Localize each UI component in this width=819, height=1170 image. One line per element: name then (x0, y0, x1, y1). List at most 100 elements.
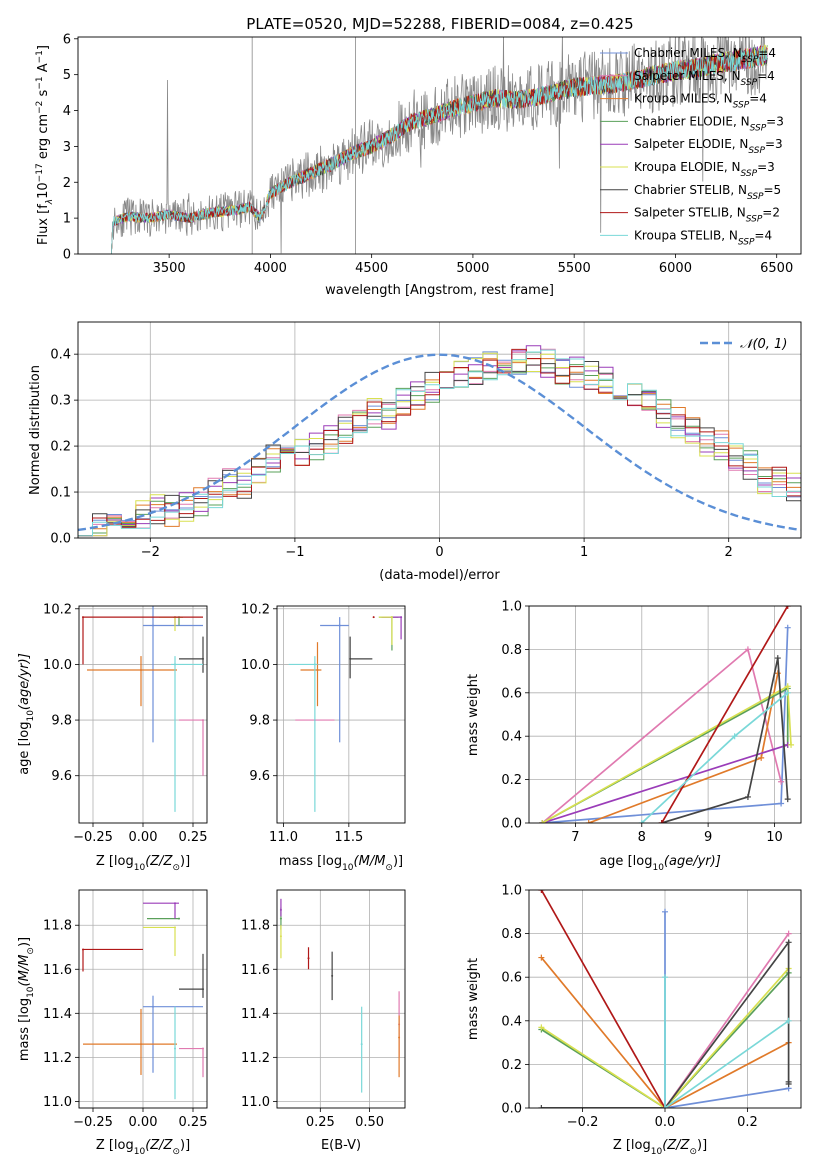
weight-marker (538, 954, 545, 961)
label-part: Salpeter STELIB, N (634, 206, 746, 220)
label-part: SSP (741, 169, 758, 179)
label-part: ⊙ (172, 863, 180, 873)
weight-marker (784, 624, 791, 631)
weight-marker (744, 646, 751, 653)
y-axis-label: mass weight (466, 958, 481, 1040)
label-part: Chabrier STELIB, N (634, 183, 747, 197)
y-tick-label: 11.8 (43, 919, 72, 934)
label-part: mass [log (279, 854, 342, 869)
age-vs-mass-axes: 11.0 11.5 9.6 9.8 10.0 10.2 mass [log10(M/M⊙)] (241, 602, 406, 873)
x-tick-label: 7 (571, 830, 579, 845)
x-tick-label: −0.25 (73, 830, 113, 845)
plot-area (78, 345, 801, 538)
label-part: ] (36, 45, 51, 50)
y-tick-label: 3 (63, 140, 71, 155)
label-part: SSP (741, 78, 758, 88)
label-part: 10 (26, 710, 36, 722)
y-tick-label: 1.0 (501, 884, 522, 899)
data-point (178, 917, 180, 920)
label-part: ⊙ (172, 1147, 180, 1157)
axes-frame (77, 321, 802, 539)
y-tick-label: 0.2 (501, 1058, 522, 1073)
data-point (313, 663, 316, 666)
weight-marker (585, 820, 592, 823)
weight-marker (539, 820, 546, 823)
x-axis-label: E(B-V) (321, 1138, 361, 1153)
axes-frame (276, 889, 406, 1109)
spectrum-axes: 3500 4000 4500 5000 5500 6000 6500 0 1 2 3 4 5 6 Chabr… (35, 32, 802, 298)
label-part: (age/yr)] (17, 653, 32, 710)
weight-marker (788, 741, 795, 748)
x-tick-label: −0.2 (567, 1115, 599, 1130)
data-point (140, 668, 142, 671)
residuals-axes: −2 −1 0 1 2 0.0 0.1 0.2 0.3 0.4 𝒩(0, 1) (data-model… (28, 321, 802, 583)
data-point (202, 719, 204, 722)
y-tick-label: 9.8 (249, 714, 270, 729)
legend-label: Salpeter ELODIE, NSSP=3 (634, 137, 783, 156)
label-part: age [log (17, 722, 32, 775)
weight-marker (785, 1017, 792, 1024)
x-tick-label: 3500 (153, 261, 186, 276)
label-part: =4 (749, 92, 767, 106)
x-tick-label: 4500 (355, 261, 388, 276)
x-tick-label: 11.5 (334, 830, 363, 845)
y-tick-label: 0.0 (501, 817, 522, 832)
data-point (152, 1005, 154, 1008)
legend-label: Salpeter MILES, NSSP=4 (634, 69, 775, 88)
label-part: Kroupa ELODIE, N (634, 160, 741, 174)
y-tick-label: 0.0 (501, 1102, 522, 1117)
data-point (279, 935, 282, 938)
label-part: erg cm (36, 114, 51, 163)
data-point (360, 1043, 363, 1046)
label-part: =3 (766, 114, 784, 128)
x-tick-label: 0.2 (737, 1115, 758, 1130)
weight-marker (758, 754, 765, 761)
plot-area (111, 37, 768, 254)
weight-marker (658, 820, 665, 823)
weight-marker (538, 890, 545, 893)
histogram-series (78, 349, 801, 538)
legend-label: Kroupa ELODIE, NSSP=3 (634, 160, 775, 179)
label-part: Z [log (96, 1138, 134, 1153)
weight-line (540, 972, 790, 1108)
y-tick-label: 11.4 (241, 1007, 270, 1022)
label-part: )] (393, 854, 403, 869)
label-part: =4 (758, 46, 776, 60)
data-point (202, 657, 204, 660)
y-tick-label: 9.6 (51, 769, 72, 784)
label-part: SSP (733, 101, 750, 111)
label-part: 10 (651, 1147, 663, 1157)
x-tick-label: 5000 (456, 261, 489, 276)
data-point (82, 948, 84, 951)
label-part: Z [log (613, 1138, 651, 1153)
data-point (372, 616, 375, 619)
y-tick-label: 0.0 (50, 532, 71, 547)
y-tick-label: 0 (63, 248, 71, 263)
y-tick-label: 0.3 (50, 394, 71, 409)
x-tick-label: 6500 (760, 261, 793, 276)
label-part: )] (180, 1138, 190, 1153)
x-tick-label: 1 (580, 545, 588, 560)
weight-marker (662, 974, 668, 981)
label-part: 10 (26, 986, 36, 998)
y-tick-label: 0.6 (501, 686, 522, 701)
label-part: ⊙ (385, 863, 393, 873)
data-point (140, 1043, 142, 1046)
x-tick-label: 11.0 (269, 830, 298, 845)
label-part: −1 (35, 76, 45, 89)
data-point (338, 624, 341, 627)
data-point (279, 917, 282, 920)
y-tick-label: 6 (63, 32, 71, 47)
label-part: age [log (599, 854, 652, 869)
axes-frame (78, 605, 208, 824)
x-tick-label: 4000 (254, 261, 287, 276)
weight-marker (785, 930, 792, 937)
weight-marker (785, 939, 792, 946)
y-tick-label: 2 (63, 176, 71, 191)
data-point (152, 624, 154, 627)
weight-marker (778, 800, 785, 807)
y-axis-label: Flux [fλ10−17 erg cm−2 s−1 A−1] (35, 45, 55, 245)
label-part: )] (697, 1138, 707, 1153)
x-tick-label: 0.0 (655, 1115, 676, 1130)
